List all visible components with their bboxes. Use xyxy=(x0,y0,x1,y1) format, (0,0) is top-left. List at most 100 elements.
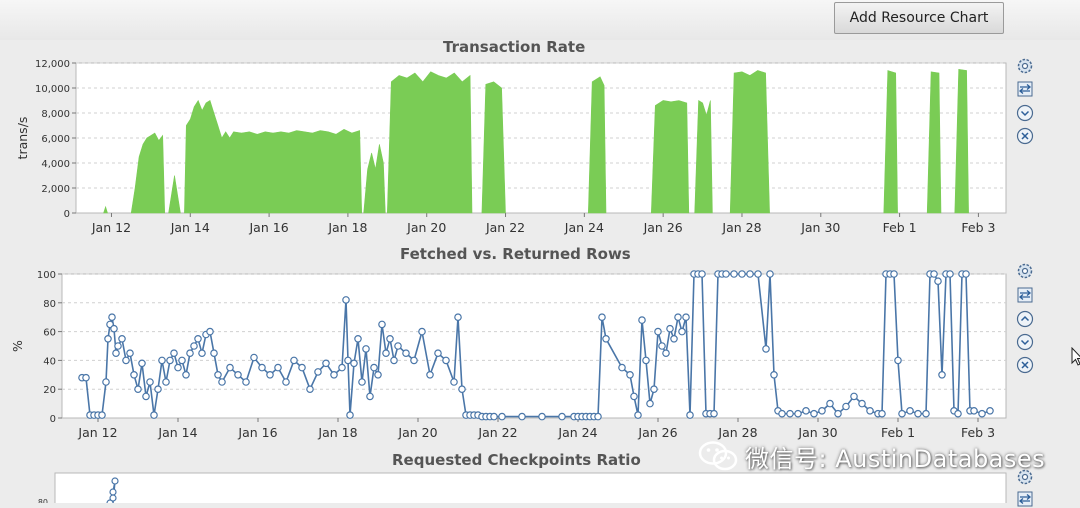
data-point xyxy=(634,411,642,419)
data-point xyxy=(786,409,794,418)
swap-icon[interactable] xyxy=(1016,286,1034,304)
data-point xyxy=(330,371,338,379)
data-point xyxy=(214,371,222,379)
data-point xyxy=(174,363,182,372)
gear-icon[interactable] xyxy=(1016,57,1034,75)
x-tick-label: Jan 14 xyxy=(170,220,210,235)
gear-icon[interactable] xyxy=(1016,468,1034,486)
data-point xyxy=(306,385,314,394)
y-tick-label: 60 xyxy=(43,328,56,339)
data-point xyxy=(986,407,994,415)
data-point xyxy=(642,356,650,365)
close-icon[interactable] xyxy=(1016,356,1034,374)
data-point xyxy=(226,363,234,372)
swap-icon[interactable] xyxy=(1016,80,1034,98)
plot-area xyxy=(61,273,1007,419)
x-tick-label: Jan 20 xyxy=(397,425,437,440)
chevron-down-icon[interactable] xyxy=(1016,333,1034,351)
y-tick-label: 12,000 xyxy=(35,59,70,70)
area-segment xyxy=(168,175,181,214)
y-tick-label: 20 xyxy=(43,385,56,396)
data-point xyxy=(104,335,112,343)
data-point xyxy=(618,363,626,372)
transaction-rate-chart: 0 2,000 4,000 6,000 8,000 10,000 12,000 Jan 12 J… xyxy=(15,59,1007,235)
chart-title-transaction-rate: Transaction Rate xyxy=(443,38,586,56)
data-point xyxy=(794,409,802,418)
data-point xyxy=(722,270,730,278)
requested-checkpoints-ratio-chart: 80 xyxy=(38,472,1007,503)
data-point xyxy=(646,399,654,408)
x-tick-label: Feb 1 xyxy=(881,425,915,440)
x-tick-label: Jan 16 xyxy=(237,425,277,440)
data-point xyxy=(674,313,682,322)
data-point xyxy=(498,412,506,421)
data-point xyxy=(754,270,762,278)
y-tick-label: 4,000 xyxy=(41,159,70,170)
x-tick-label: Jan 28 xyxy=(717,425,757,440)
data-point xyxy=(762,345,770,353)
y-tick-label: 8,000 xyxy=(41,109,70,120)
data-point xyxy=(354,335,362,343)
data-point xyxy=(170,349,178,358)
data-point xyxy=(598,313,606,322)
x-tick-label: Jan 28 xyxy=(721,220,761,235)
wechat-logo-icon xyxy=(698,441,738,471)
data-point xyxy=(770,371,778,379)
data-point xyxy=(130,371,138,379)
x-tick-label: Feb 1 xyxy=(883,220,917,235)
data-point xyxy=(450,378,458,386)
swap-icon[interactable] xyxy=(1016,490,1034,508)
add-resource-chart-button[interactable]: Add Resource Chart xyxy=(834,2,1004,34)
data-point xyxy=(778,409,786,418)
data-point xyxy=(658,342,666,350)
y-tick-label: 0 xyxy=(50,414,56,425)
fetched-vs-returned-rows-chart: 0 20 40 60 80 100 Jan 12 Jan 14 Jan 16 Jan 18 Jan … xyxy=(10,270,1007,440)
data-point xyxy=(922,409,930,418)
data-point xyxy=(638,316,646,324)
x-tick-label: Jan 26 xyxy=(637,425,677,440)
data-point xyxy=(662,349,670,358)
y-axis-label: % xyxy=(10,340,25,352)
chart-title-requested-checkpoints-ratio: Requested Checkpoints Ratio xyxy=(392,451,641,469)
data-point xyxy=(890,270,898,278)
data-point xyxy=(142,392,150,401)
x-tick-label: Jan 12 xyxy=(77,425,117,440)
data-point xyxy=(138,359,146,368)
data-point xyxy=(190,342,198,350)
x-tick-label: Jan 30 xyxy=(797,425,837,440)
chevron-up-icon[interactable] xyxy=(1016,310,1034,328)
data-point xyxy=(538,412,546,421)
close-icon[interactable] xyxy=(1016,127,1034,145)
area-segment xyxy=(587,76,607,214)
chevron-down-icon[interactable] xyxy=(1016,104,1034,122)
data-point xyxy=(109,494,117,502)
data-point xyxy=(370,363,378,372)
y-tick-label: 2,000 xyxy=(41,184,70,195)
data-point xyxy=(344,356,352,365)
data-point xyxy=(434,349,442,358)
data-point xyxy=(954,409,962,418)
data-point xyxy=(866,407,874,415)
x-tick-label: Feb 3 xyxy=(961,425,995,440)
data-point xyxy=(342,296,350,304)
data-point xyxy=(109,488,117,496)
area-segment xyxy=(694,99,713,214)
data-point xyxy=(746,270,754,278)
data-point xyxy=(382,349,390,358)
data-point xyxy=(350,359,358,368)
data-point xyxy=(210,349,218,358)
y-tick-label: 0 xyxy=(64,209,70,220)
data-point xyxy=(730,270,738,278)
watermark: 微信号: AustinDatabases xyxy=(697,436,1045,476)
area-segment xyxy=(954,68,969,214)
watermark-text: 微信号: AustinDatabases xyxy=(745,444,1046,473)
gear-icon[interactable] xyxy=(1016,262,1034,280)
area-segment xyxy=(363,144,386,214)
data-point xyxy=(518,412,526,421)
data-point xyxy=(602,335,610,343)
data-point xyxy=(906,407,914,415)
data-point xyxy=(290,356,298,365)
data-point xyxy=(898,409,906,418)
data-point xyxy=(418,327,426,336)
data-point xyxy=(558,412,566,421)
